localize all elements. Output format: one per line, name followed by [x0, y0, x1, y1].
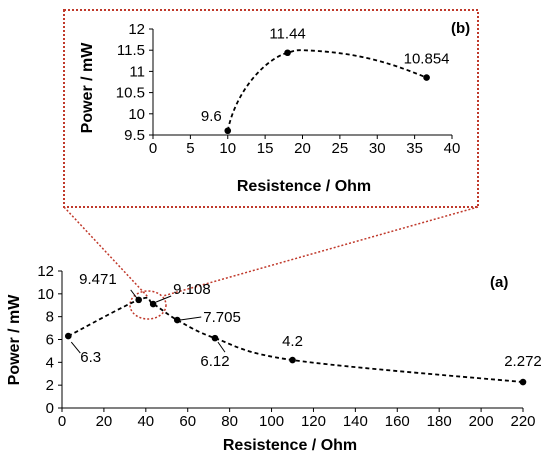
main-data-label: 2.272: [504, 353, 542, 370]
inset-plot-area: 0 5 10 15 20 25 30 35 40 9.5 10 10.5 11 11.5 12 9.6 11.4…: [116, 21, 461, 157]
main-data-point: [173, 316, 181, 324]
inset-x-tick-label: 30: [369, 140, 386, 157]
main-label-leader: [70, 341, 81, 354]
inset-data-label: 9.6: [201, 108, 222, 125]
main-label-leader: [217, 341, 226, 353]
main-data-label: 6.12: [200, 353, 229, 370]
main-x-tick-label: 100: [259, 413, 284, 430]
main-panel-label: (a): [490, 274, 508, 291]
main-label-leader: [155, 295, 172, 303]
zoom-connector-left: [63, 206, 149, 298]
main-y-tick-label: 0: [46, 400, 54, 417]
inset-y-axis-label: Power / mW: [79, 42, 96, 134]
main-y-tick-label: 12: [37, 263, 54, 280]
main-data-label: 4.2: [282, 333, 303, 350]
main-label-leader: [130, 289, 138, 299]
inset-x-tick-label: 0: [149, 140, 157, 157]
zoom-circle: [129, 290, 167, 320]
inset-x-tick-label: 15: [257, 140, 274, 157]
main-y-tick-label: 10: [37, 286, 54, 303]
main-data-point: [211, 334, 219, 342]
main-y-axis-label: Power / mW: [6, 294, 23, 386]
main-data-point: [289, 356, 296, 364]
inset-y-tick-label: 11.5: [117, 42, 145, 59]
zoom-connectors: [63, 206, 479, 298]
main-x-tick-label: 120: [301, 413, 326, 430]
inset-data-point: [284, 49, 291, 57]
inset-x-tick-label: 40: [444, 140, 461, 157]
main-x-axis-label: Resistence / Ohm: [223, 437, 357, 454]
main-data-label: 9.471: [79, 271, 117, 288]
inset-x-tick-label: 25: [332, 140, 349, 157]
inset-y-tick-label: 10.5: [116, 85, 145, 102]
main-plot-area: 0 20 40 60 80 100 120 140 160 180 200 220 0 2 4 6 8 10 12 6…: [37, 263, 541, 430]
main-y-tick-label: 4: [46, 354, 54, 371]
inset-data-point: [423, 74, 430, 81]
main-label-leader: [180, 316, 202, 321]
main-chart: 0 20 40 60 80 100 120 140 160 180 200 220 0 2 4 6 8 10 12 6…: [6, 263, 542, 454]
main-x-tick-label: 180: [427, 413, 452, 430]
inset-x-tick-label: 5: [186, 140, 194, 157]
inset-y-tick-label: 11: [129, 63, 145, 80]
main-y-tick-label: 8: [46, 309, 54, 326]
inset-data-label: 10.854: [404, 51, 450, 68]
inset-y-tick-label: 12: [128, 21, 145, 38]
inset-data-label: 11.44: [269, 26, 305, 43]
inset-y-tick-label: 9.5: [124, 127, 145, 144]
main-x-tick-label: 40: [137, 413, 154, 430]
inset-series-line: [226, 49, 427, 131]
main-x-tick-label: 200: [469, 413, 494, 430]
inset-x-axis-label: Resistence / Ohm: [237, 178, 371, 195]
main-x-tick-label: 80: [221, 413, 238, 430]
main-x-tick-label: 20: [96, 413, 113, 430]
main-data-label: 9.108: [173, 281, 211, 298]
inset-x-tick-label: 20: [294, 140, 311, 157]
main-y-tick-label: 6: [46, 332, 54, 349]
main-data-label: 7.705: [203, 309, 241, 326]
inset-frame: [63, 9, 479, 208]
main-data-point: [64, 332, 72, 340]
inset-panel-label: (b): [451, 20, 470, 37]
main-x-tick-label: 160: [385, 413, 410, 430]
main-x-tick-label: 220: [510, 413, 535, 430]
inset-data-point: [224, 127, 232, 135]
main-x-tick-label: 0: [58, 413, 66, 430]
main-x-tick-label: 140: [343, 413, 368, 430]
main-data-label: 6.3: [80, 349, 101, 366]
main-x-tick-label: 60: [179, 413, 196, 430]
inset-chart: 0 5 10 15 20 25 30 35 40 9.5 10 10.5 11 11.5 12 9.6 11.4…: [79, 20, 470, 195]
main-data-point: [135, 296, 142, 304]
inset-x-tick-label: 10: [219, 140, 236, 157]
inset-x-tick-label: 35: [406, 140, 423, 157]
main-data-point: [149, 300, 157, 308]
main-y-tick-label: 2: [46, 377, 54, 394]
zoom-connector-right: [162, 206, 479, 297]
main-data-point: [519, 378, 527, 386]
inset-y-tick-label: 10: [128, 106, 145, 123]
